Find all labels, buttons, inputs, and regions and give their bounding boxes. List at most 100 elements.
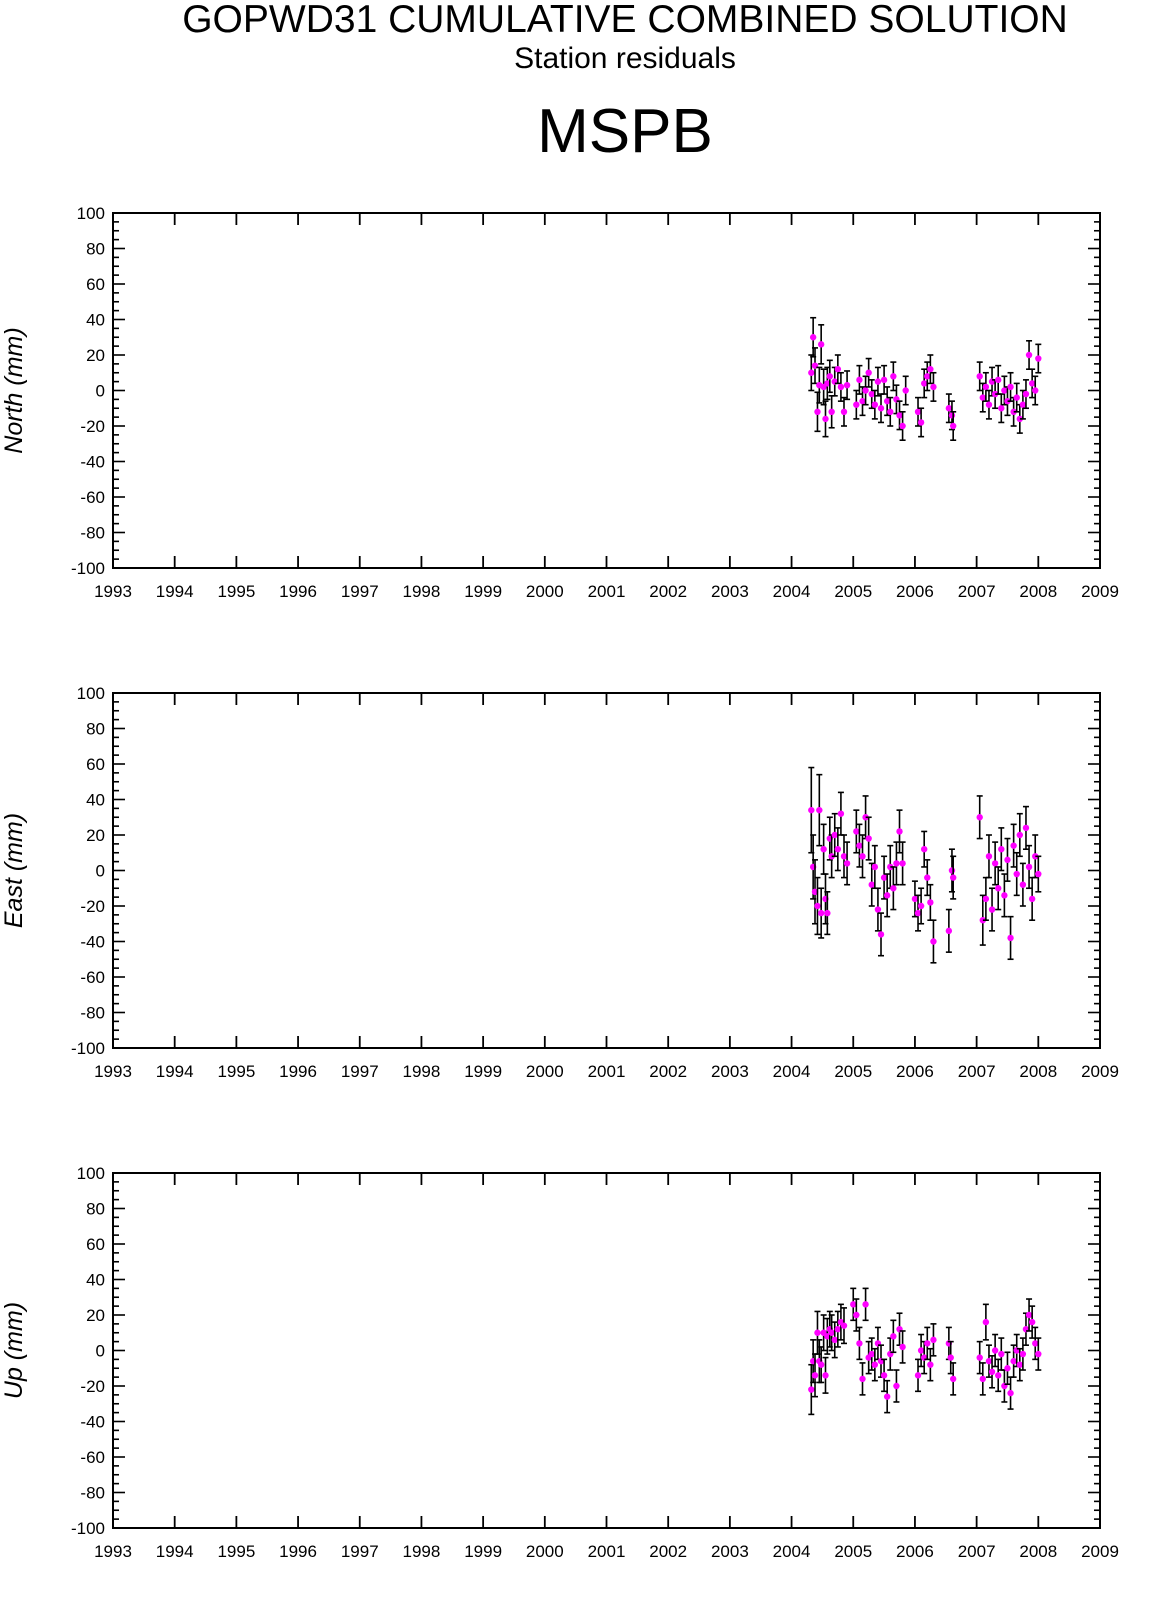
data-point [883, 1379, 891, 1414]
data-point [837, 1303, 845, 1341]
residual-marker [862, 814, 869, 821]
data-point [808, 1363, 815, 1416]
residual-marker [995, 376, 1002, 384]
data-point [949, 855, 957, 900]
residual-marker [991, 1347, 999, 1354]
data-point [1032, 834, 1039, 879]
residual-marker [820, 846, 827, 853]
residual-marker [976, 373, 983, 380]
residual-marker [808, 1386, 815, 1393]
residual-marker [814, 1329, 821, 1336]
data-point [831, 1321, 838, 1359]
data-point [890, 361, 897, 392]
y-tick-label: 20 [86, 826, 105, 845]
data-point [859, 1362, 866, 1396]
data-point [1035, 855, 1042, 893]
residual-marker [883, 397, 891, 405]
residual-marker [1004, 1365, 1011, 1372]
residual-marker [917, 419, 925, 426]
residual-marker [824, 1333, 831, 1340]
data-point [917, 407, 925, 438]
data-point [822, 1356, 829, 1394]
data-point [899, 841, 906, 886]
data-point [856, 823, 863, 868]
data-point [890, 866, 897, 911]
residual-marker [917, 902, 925, 910]
y-tick-label: -60 [80, 1448, 105, 1467]
residual-marker [899, 422, 906, 430]
x-tick-label: 2005 [834, 1062, 872, 1081]
residual-marker [914, 1372, 922, 1379]
data-point [896, 1312, 903, 1346]
residual-marker [924, 373, 931, 380]
residual-marker [824, 380, 831, 387]
data-point [814, 876, 821, 936]
chart-title: GOPWD31 CUMULATIVE COMBINED SOLUTION [182, 0, 1068, 41]
residual-marker [834, 846, 842, 853]
residual-marker [1032, 387, 1039, 394]
data-point [1004, 386, 1011, 417]
residual-marker [998, 405, 1005, 412]
data-point [1028, 876, 1036, 921]
residual-marker [927, 1361, 934, 1368]
residual-marker [1016, 1361, 1024, 1368]
residual-marker [1035, 355, 1042, 362]
data-point [985, 834, 993, 879]
residual-marker [988, 1368, 996, 1375]
y-tick-label: -80 [80, 524, 105, 543]
data-point [1035, 1337, 1042, 1371]
residual-marker [1025, 351, 1033, 359]
data-point [871, 389, 879, 420]
data-point [920, 830, 928, 868]
residual-marker [949, 1375, 957, 1383]
residual-marker [982, 383, 990, 391]
data-point [865, 1340, 872, 1375]
residual-marker [1032, 853, 1039, 860]
x-tick-label: 2006 [896, 1062, 934, 1081]
residual-marker [874, 378, 882, 385]
data-point [988, 887, 996, 932]
data-point [1019, 389, 1027, 420]
residual-marker [949, 422, 957, 430]
residual-marker [1010, 1357, 1017, 1365]
residual-marker [880, 376, 888, 384]
residual-marker [1001, 387, 1008, 394]
residual-marker [995, 1372, 1002, 1379]
data-point [949, 1362, 957, 1396]
y-tick-label: -20 [80, 1377, 105, 1396]
residual-marker [991, 390, 999, 398]
residual-marker [893, 1382, 900, 1390]
residual-marker [817, 1361, 825, 1368]
residual-marker [890, 373, 897, 380]
residual-marker [914, 909, 922, 917]
y-tick-label: -100 [71, 559, 105, 578]
x-tick-label: 2005 [834, 1542, 872, 1561]
residual-marker [1022, 824, 1030, 832]
residual-marker [856, 1340, 863, 1347]
residual-marker [811, 1372, 819, 1379]
data-point [826, 359, 834, 394]
residual-marker [998, 1350, 1005, 1358]
residual-marker [911, 895, 919, 903]
data-point [883, 873, 891, 918]
x-tick-label: 1994 [156, 582, 194, 601]
data-point [859, 834, 866, 879]
residual-marker [817, 341, 825, 348]
x-tick-label: 1996 [279, 582, 317, 601]
data-point [914, 894, 922, 932]
x-tick-label: 2003 [711, 1062, 749, 1081]
residual-marker [817, 909, 825, 917]
y-tick-label: 100 [77, 1164, 105, 1183]
residual-marker [865, 369, 872, 376]
data-point [1022, 805, 1030, 850]
data-point [828, 395, 835, 429]
x-tick-label: 2007 [958, 1542, 996, 1561]
residual-marker [816, 806, 823, 814]
data-point [998, 1337, 1005, 1371]
data-point [893, 384, 900, 415]
data-point [840, 1307, 848, 1345]
x-tick-label: 1997 [341, 1542, 379, 1561]
data-point [991, 841, 999, 886]
data-point [945, 393, 953, 424]
y-tick-label: 60 [86, 1235, 105, 1254]
